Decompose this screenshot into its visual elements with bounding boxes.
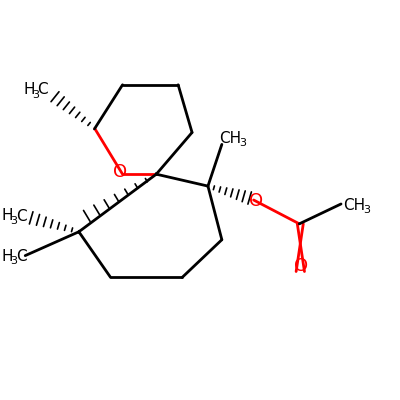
Text: 3: 3 (32, 90, 39, 100)
Text: C: C (37, 82, 48, 97)
Text: 3: 3 (10, 256, 18, 266)
Text: H: H (1, 249, 13, 264)
Text: H: H (23, 82, 35, 97)
Text: O: O (294, 256, 308, 274)
Text: O: O (248, 192, 263, 210)
Text: 3: 3 (239, 138, 246, 148)
Text: C: C (16, 249, 26, 264)
Text: CH: CH (219, 131, 241, 146)
Text: 3: 3 (363, 205, 370, 215)
Text: H: H (1, 208, 13, 223)
Text: O: O (114, 163, 128, 181)
Text: CH: CH (343, 198, 365, 213)
Text: C: C (16, 209, 26, 224)
Text: 3: 3 (10, 216, 18, 226)
